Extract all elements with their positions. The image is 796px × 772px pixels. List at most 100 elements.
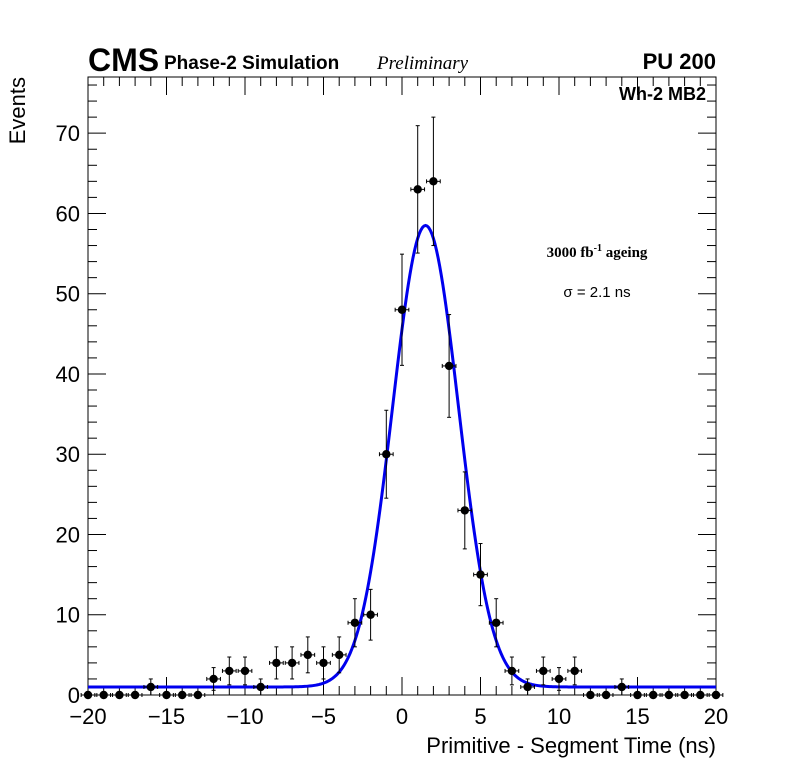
data-point-group: [410, 125, 426, 254]
data-point: [319, 658, 328, 668]
data-point-group: [378, 409, 394, 499]
data-point-group: [614, 678, 630, 696]
data-point-group: [583, 690, 598, 700]
x-tick-label: 20: [704, 704, 728, 729]
x-tick-label: 0: [396, 704, 408, 729]
data-point: [146, 682, 155, 692]
x-tick-label: 10: [547, 704, 571, 729]
data-point-group: [394, 253, 410, 366]
x-axis-title: Primitive - Segment Time (ns): [426, 733, 716, 758]
data-point-group: [426, 116, 441, 247]
axes: −20 −15 −10 −5 0 5 10 15 20 0 10 20 30 40 50 60 70: [56, 77, 728, 729]
sigma-label: σ = 2.1 ns: [563, 284, 630, 301]
data-point: [617, 682, 626, 692]
data-point-group: [551, 667, 567, 691]
data-point: [303, 650, 312, 660]
data-point: [240, 666, 250, 676]
data-point: [554, 674, 564, 684]
data-point-group: [331, 636, 347, 674]
data-point-group: [284, 646, 300, 680]
data-point-group: [174, 690, 190, 700]
y-axis-title: Events: [5, 77, 30, 144]
data-layer: [80, 116, 724, 700]
data-point: [460, 506, 469, 515]
data-point: [492, 618, 501, 627]
data-point-group: [488, 598, 504, 648]
data-point-group: [112, 690, 127, 700]
y-tick-label: 0: [68, 683, 80, 708]
data-point-group: [190, 690, 206, 700]
x-tick-label: −5: [311, 704, 336, 729]
y-tick-label: 50: [56, 282, 80, 307]
data-point: [444, 361, 454, 371]
data-point: [601, 690, 611, 700]
data-point-group: [206, 667, 221, 691]
data-point: [633, 690, 642, 700]
data-point: [225, 666, 234, 676]
data-point-group: [300, 636, 316, 674]
wheel-station-label: Wh-2 MB2: [619, 84, 706, 104]
data-point: [539, 666, 548, 676]
x-tick-label: 5: [474, 704, 486, 729]
data-point-group: [504, 656, 520, 686]
data-point: [209, 674, 218, 684]
data-point: [413, 185, 422, 194]
data-point: [680, 690, 689, 700]
data-point: [586, 690, 595, 700]
y-tick-label: 60: [56, 201, 80, 226]
pileup-label: PU 200: [643, 49, 716, 74]
data-point-group: [457, 471, 473, 550]
data-point: [83, 690, 93, 700]
data-point-group: [677, 690, 692, 700]
data-point: [649, 690, 658, 700]
y-tick-label: 20: [56, 522, 80, 547]
plot-frame: [87, 76, 717, 696]
ageing-suffix: ageing: [602, 245, 648, 261]
data-point: [287, 658, 297, 668]
y-tick-label: 40: [56, 362, 80, 387]
data-point: [429, 177, 438, 186]
x-tick-label: −10: [226, 704, 263, 729]
data-point-group: [127, 690, 143, 700]
data-point-group: [363, 588, 378, 641]
data-point-group: [143, 678, 159, 696]
data-point-group: [661, 690, 677, 700]
data-point: [570, 666, 579, 676]
x-tick-label: 15: [625, 704, 649, 729]
ageing-label: 3000 fb-1 ageing: [547, 243, 648, 261]
ageing-value: 3000 fb: [547, 245, 594, 261]
data-point-group: [347, 598, 363, 648]
y-tick-label: 10: [56, 603, 80, 628]
data-point-group: [253, 678, 269, 696]
data-point-group: [237, 656, 253, 686]
x-tick-label: −20: [69, 704, 106, 729]
ageing-superscript: -1: [594, 243, 602, 254]
data-point: [366, 610, 375, 619]
data-point: [696, 690, 705, 700]
data-point: [99, 690, 108, 700]
data-point-group: [630, 690, 645, 700]
data-point: [523, 682, 532, 692]
data-point: [664, 690, 674, 700]
data-point: [397, 305, 407, 314]
data-point: [130, 690, 140, 700]
data-point-group: [316, 646, 331, 680]
data-point-group: [96, 690, 112, 700]
data-point-group: [473, 543, 488, 607]
experiment-label: CMS: [88, 42, 159, 78]
data-point: [178, 690, 187, 700]
data-point: [256, 682, 265, 692]
status-label: Preliminary: [376, 53, 469, 74]
data-point-group: [441, 314, 457, 418]
data-point-group: [269, 646, 284, 680]
data-point: [272, 658, 281, 668]
data-point-group: [535, 656, 551, 686]
data-point: [115, 690, 124, 700]
data-point-group: [520, 678, 535, 696]
data-point-group: [598, 690, 614, 700]
data-point-group: [708, 690, 724, 700]
data-point: [382, 450, 391, 459]
data-point: [193, 690, 203, 700]
phase-label: Phase-2 Simulation: [164, 53, 339, 74]
